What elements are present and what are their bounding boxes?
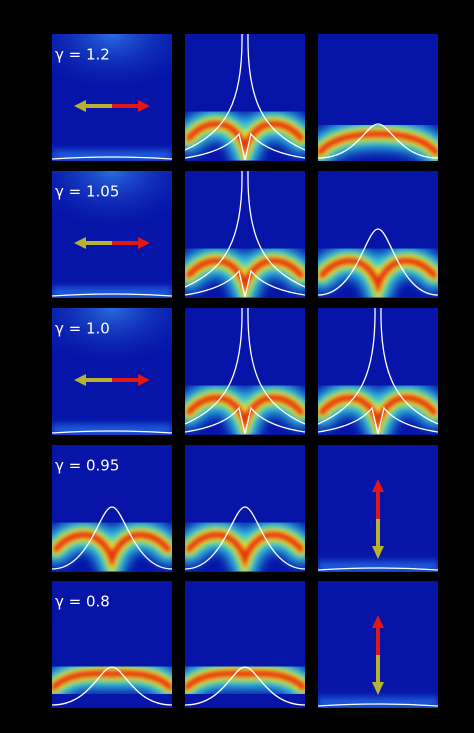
panel [318,308,438,435]
curve [185,666,305,706]
panel [318,34,438,161]
bottom-glow [318,561,438,572]
curve [52,430,172,434]
row-label: γ = 1.2 [55,46,110,64]
band-core [186,531,304,569]
panel [185,171,305,298]
curve [318,123,438,159]
row-label: γ = 1.0 [55,320,110,338]
curve [318,703,438,707]
arrow-head [74,100,86,112]
row-label: γ = 0.8 [55,593,110,611]
bottom-glow [52,287,172,298]
arrow-head [372,546,384,559]
bottom-glow [52,150,172,161]
curve [185,34,305,161]
curve [52,666,172,706]
band-core [185,670,305,690]
band-core [186,257,304,295]
panel [52,34,172,161]
panel [185,308,305,435]
arrow-head [74,374,86,386]
panel [52,581,172,708]
arrow-head [372,479,384,492]
curve [185,171,305,298]
panel [185,581,305,708]
band-core [52,670,172,690]
band-core [318,130,438,155]
curve [318,567,438,571]
band-core [319,257,437,295]
panel [185,445,305,572]
bottom-glow [52,424,172,435]
curve [185,506,305,570]
curve [52,506,172,570]
band-core [53,531,171,569]
panel [52,308,172,435]
panel [185,34,305,161]
curve [318,228,438,296]
glow [52,308,172,388]
band-core [186,120,304,158]
curve [52,156,172,160]
curve [185,308,305,435]
arrow-head [138,100,150,112]
panel [52,171,172,298]
arrow-head [372,682,384,695]
curve [52,293,172,297]
arrow-head [138,237,150,249]
band-core [186,394,304,432]
row-label: γ = 0.95 [55,457,119,475]
panel [52,445,172,572]
glow [52,171,172,251]
arrow-head [138,374,150,386]
curve [318,308,438,435]
glow [52,34,172,114]
band-core [319,394,437,432]
row-label: γ = 1.05 [55,183,119,201]
panel [318,581,438,708]
bottom-glow [318,697,438,708]
panel [318,445,438,572]
arrow-head [372,615,384,628]
panel [318,171,438,298]
arrow-head [74,237,86,249]
